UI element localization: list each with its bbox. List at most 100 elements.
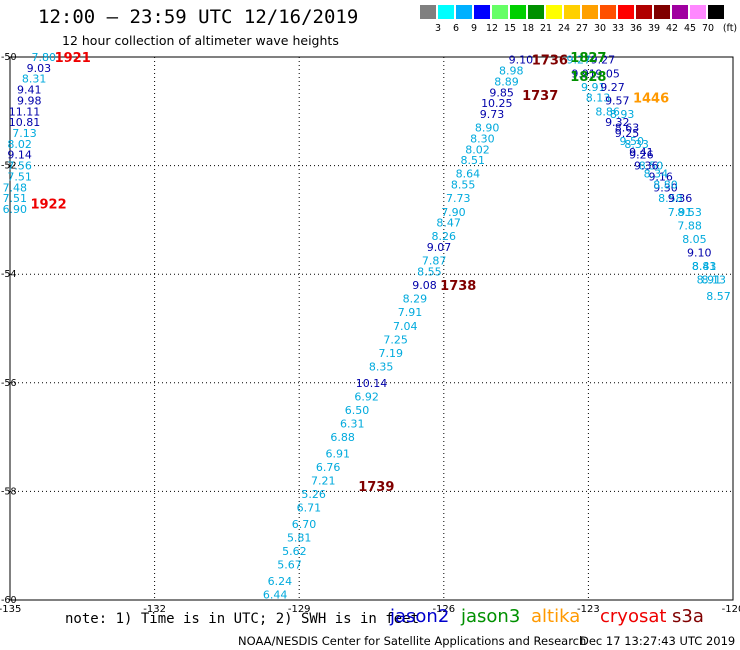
swh-value: 8.05 bbox=[682, 233, 707, 246]
swh-value: 9.36 bbox=[668, 192, 693, 205]
legend-swatch bbox=[528, 5, 545, 19]
swh-value: 8.34 bbox=[644, 168, 669, 181]
swh-value: 6.70 bbox=[292, 518, 317, 531]
legend-tick-label: 24 bbox=[557, 23, 571, 34]
lon-tick-label: -120 bbox=[722, 604, 740, 615]
legend-swatch bbox=[654, 5, 671, 19]
swh-value: 6.24 bbox=[268, 575, 293, 588]
swh-value: 9.30 bbox=[653, 181, 678, 194]
legend-swatch bbox=[420, 5, 437, 19]
swh-value: 8.50 bbox=[639, 160, 664, 173]
legend-swatch bbox=[474, 5, 491, 19]
legend-swatch bbox=[636, 5, 653, 19]
swh-value: 7.25 bbox=[383, 333, 408, 346]
legend-swatch bbox=[708, 5, 725, 19]
satellite-legend-jason2: jason2 bbox=[390, 606, 450, 627]
pass-time-label: 1828 bbox=[570, 70, 606, 85]
swh-value: 7.80 bbox=[31, 51, 56, 64]
swh-value: 8.55 bbox=[451, 179, 476, 192]
swh-value: 8.30 bbox=[470, 132, 495, 145]
swh-value: 5.81 bbox=[287, 532, 312, 545]
swh-value: 7.90 bbox=[441, 206, 466, 219]
swh-value: 9.16 bbox=[648, 170, 673, 183]
pass-time-label: 1922 bbox=[30, 198, 66, 213]
map-frame bbox=[9, 56, 734, 601]
legend-tick-label: 6 bbox=[452, 23, 460, 34]
legend-tick-label: 33 bbox=[611, 23, 625, 34]
swh-value: 9.41 bbox=[17, 84, 42, 97]
lat-tick-label: -56 bbox=[1, 378, 17, 389]
legend-tick-label: 36 bbox=[629, 23, 643, 34]
swh-value: 8.91 bbox=[697, 274, 722, 287]
swh-value: 7.13 bbox=[12, 127, 37, 140]
legend-swatch bbox=[582, 5, 599, 19]
swh-value: 9.27 bbox=[600, 81, 625, 94]
legend-swatch bbox=[438, 5, 455, 19]
swh-value: 7.91 bbox=[398, 306, 423, 319]
pass-time-label: 1739 bbox=[358, 480, 394, 495]
legend-swatch bbox=[672, 5, 689, 19]
swh-value: 8.81 bbox=[692, 260, 717, 273]
swh-value: 8.57 bbox=[706, 290, 731, 303]
legend-tick-label: 70 bbox=[701, 23, 715, 34]
swh-value: 6.91 bbox=[326, 447, 351, 460]
swh-value: 7.04 bbox=[393, 320, 418, 333]
satellite-legend-jason3: jason3 bbox=[461, 606, 521, 627]
pass-time-label: 1738 bbox=[440, 279, 476, 294]
swh-value: 9.32 bbox=[605, 116, 630, 129]
legend-swatch bbox=[690, 5, 707, 19]
swh-value: 9.10 bbox=[687, 246, 712, 259]
legend-tick-label: 42 bbox=[665, 23, 679, 34]
swh-value: 8.90 bbox=[475, 122, 500, 135]
swh-value: 8.33 bbox=[624, 138, 649, 151]
swh-value: 9.08 bbox=[412, 279, 437, 292]
satellite-legend-cryosat: cryosat bbox=[600, 606, 667, 627]
swh-value: 6.50 bbox=[345, 404, 370, 417]
swh-value: 8.64 bbox=[456, 168, 481, 181]
lat-tick-label: -60 bbox=[1, 595, 17, 606]
swh-value: 7.51 bbox=[3, 192, 28, 205]
swh-value: 8.86 bbox=[595, 105, 620, 118]
swh-value: 7.19 bbox=[379, 347, 404, 360]
swh-value: 9.10 bbox=[509, 54, 534, 67]
legend-swatch bbox=[546, 5, 563, 19]
lon-tick-label: -135 bbox=[0, 604, 21, 615]
pass-time-label: 1921 bbox=[55, 51, 91, 66]
swh-value: 9.27 bbox=[591, 54, 616, 67]
swh-value: 9.07 bbox=[427, 241, 452, 254]
legend-swatch bbox=[492, 5, 509, 19]
swh-value: 8.29 bbox=[403, 293, 428, 306]
lon-tick-label: -126 bbox=[432, 604, 455, 615]
legend-tick-label: 12 bbox=[485, 23, 499, 34]
swh-value: 9.25 bbox=[615, 127, 640, 140]
swh-value: 8.80 bbox=[653, 179, 678, 192]
swh-value: 5.26 bbox=[301, 488, 326, 501]
legend-unit: (ft) bbox=[722, 23, 738, 34]
swh-value: 8.53 bbox=[677, 206, 702, 219]
swh-value: 8.02 bbox=[7, 138, 32, 151]
swh-value: 5.62 bbox=[282, 545, 307, 558]
swh-value: 9.98 bbox=[17, 94, 42, 107]
swh-value: 9.03 bbox=[27, 62, 52, 75]
legend-tick-label: 15 bbox=[503, 23, 517, 34]
swh-value: 6.31 bbox=[340, 418, 365, 431]
pass-time-label: 1736 bbox=[532, 54, 568, 69]
swh-value: 9.73 bbox=[480, 108, 505, 121]
swh-value: 8.13 bbox=[586, 92, 611, 105]
swh-value: 7.87 bbox=[422, 255, 447, 268]
legend-tick-label: 27 bbox=[575, 23, 589, 34]
lat-tick-label: -50 bbox=[1, 52, 17, 63]
swh-value: 6.71 bbox=[297, 502, 322, 515]
swh-value: 7.88 bbox=[677, 219, 702, 232]
satellite-legend-altika: altika bbox=[531, 606, 581, 627]
swh-value: 6.76 bbox=[316, 461, 341, 474]
swh-value: 10.25 bbox=[481, 97, 513, 110]
lon-tick-label: -123 bbox=[577, 604, 600, 615]
legend-tick-label: 45 bbox=[683, 23, 697, 34]
swh-value: 7.21 bbox=[311, 475, 336, 488]
swh-value: 8.93 bbox=[610, 108, 635, 121]
swh-value: 9.36 bbox=[634, 160, 659, 173]
swh-value: 9.14 bbox=[7, 149, 32, 162]
swh-value: 9.05 bbox=[595, 67, 620, 80]
legend-tick-label: 39 bbox=[647, 23, 661, 34]
